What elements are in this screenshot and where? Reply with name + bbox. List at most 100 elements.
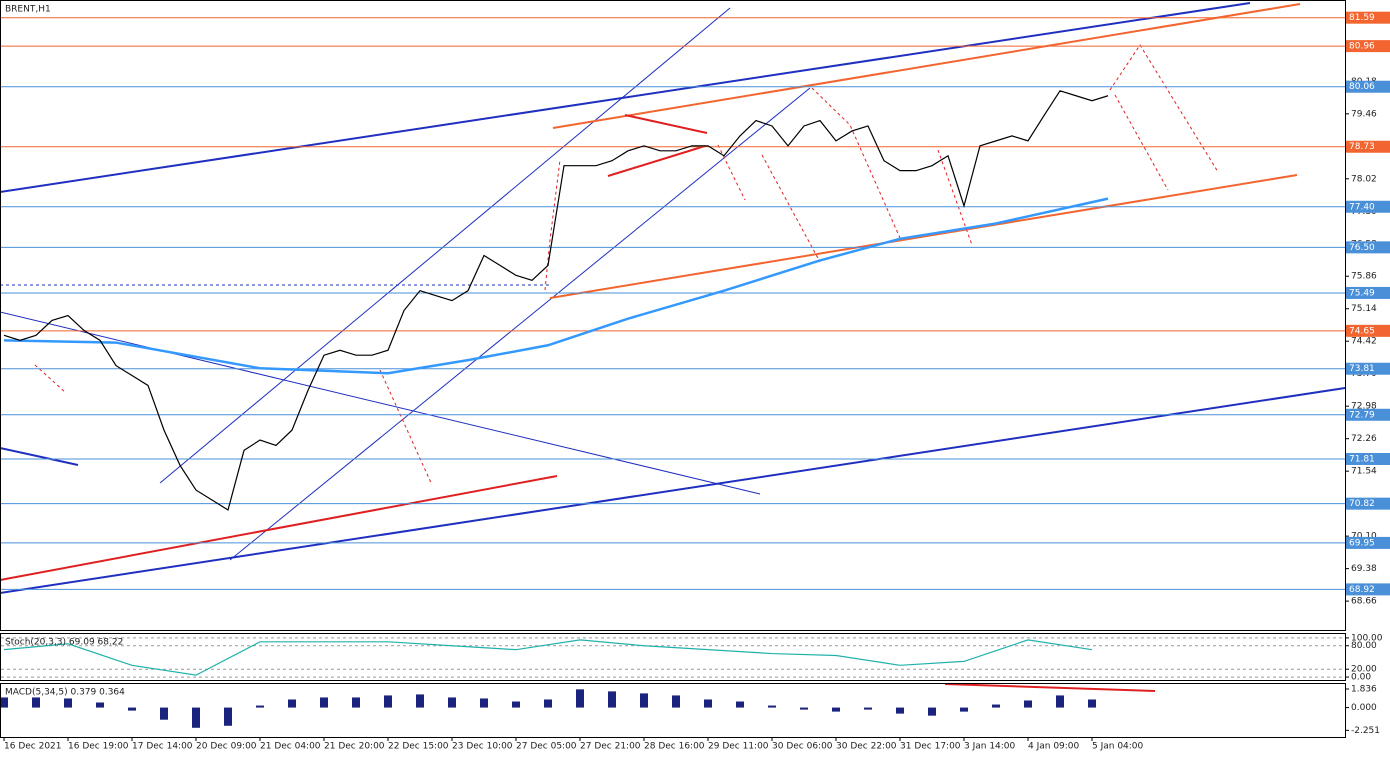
macd-bar (864, 707, 872, 710)
data-layer: 80.1879.4678.7478.0277.3076.5875.8675.14… (0, 11, 1390, 752)
y-tick-label: 68.66 (1351, 597, 1377, 607)
price-line (3, 90, 1109, 511)
forecast-arrow (544, 159, 561, 291)
level-label: 80.06 (1349, 82, 1375, 92)
price-frame (0, 0, 1346, 631)
forecast-arrow (761, 154, 821, 263)
x-tick-label: 21 Dec 20:00 (324, 742, 385, 752)
channel-line (549, 174, 1298, 299)
macd-bar (800, 707, 808, 710)
level-label: 76.50 (1349, 243, 1375, 253)
level-label: 69.95 (1349, 538, 1375, 548)
triangle-line (607, 145, 706, 177)
macd-bar (704, 699, 712, 708)
macd-bar (672, 695, 680, 708)
macd-bar (1056, 695, 1064, 708)
macd-bar (288, 699, 296, 708)
macd-divergence (944, 683, 1156, 692)
macd-bar (768, 705, 776, 708)
x-tick-label: 30 Dec 06:00 (772, 742, 833, 752)
macd-bar (960, 707, 968, 712)
forecast-arrow (1114, 94, 1169, 191)
level-label-box (1346, 241, 1390, 254)
macd-bar (576, 689, 584, 708)
x-tick-label: 5 Jan 04:00 (1092, 742, 1144, 752)
x-tick-label: 4 Jan 09:00 (1028, 742, 1080, 752)
x-tick-label: 31 Dec 17:00 (900, 742, 961, 752)
x-tick-label: 30 Dec 22:00 (836, 742, 897, 752)
level-label-box (1346, 140, 1390, 153)
level-label: 80.96 (1349, 42, 1375, 52)
y-tick-label: 80.00 (1351, 641, 1377, 651)
y-tick-label: 70.10 (1351, 532, 1377, 542)
level-label-box (1346, 200, 1390, 213)
x-tick-label: 21 Dec 04:00 (260, 742, 321, 752)
indicator-title: MACD(5,34,5) 0.379 0.364 (5, 688, 125, 698)
macd-bar (0, 697, 8, 708)
macd-bar (608, 691, 616, 708)
x-tick-label: 27 Dec 21:00 (580, 742, 641, 752)
macd-bar (1088, 699, 1096, 708)
x-tick-label: 16 Dec 19:00 (68, 742, 129, 752)
y-tick-label: 72.26 (1351, 434, 1377, 444)
macd-bar (64, 698, 72, 708)
forecast-arrow (34, 364, 66, 393)
trend-line (0, 311, 761, 495)
channel-line (229, 87, 811, 561)
macd-bar (384, 695, 392, 708)
y-tick-label: -2.251 (1351, 726, 1380, 736)
level-label-box (1346, 497, 1390, 510)
level-label-box (1346, 536, 1390, 549)
level-label-box (1346, 324, 1390, 337)
macd-bar (352, 697, 360, 708)
macd-bar (160, 707, 168, 720)
level-label-box (1346, 362, 1390, 375)
level-label: 70.82 (1349, 499, 1375, 509)
macd-bar (736, 701, 744, 708)
frames (0, 0, 1346, 738)
y-tick-label: 78.02 (1351, 174, 1377, 184)
macd-bar (320, 697, 328, 708)
level-label: 75.49 (1349, 288, 1375, 298)
y-tick-label: 0.00 (1351, 673, 1371, 683)
macd-bar (832, 707, 840, 712)
macd-bar (480, 698, 488, 708)
price-line (3, 639, 1093, 676)
y-tick-label: 100.00 (1351, 633, 1383, 643)
x-tick-label: 20 Dec 09:00 (196, 742, 257, 752)
y-tick-label: 0.000 (1351, 703, 1377, 713)
triangle-line (624, 114, 708, 134)
y-tick-label: 75.86 (1351, 272, 1377, 282)
drawn-objects (0, 2, 1346, 692)
level-label-box (1346, 452, 1390, 465)
level-label: 71.81 (1349, 454, 1375, 464)
y-tick-label: 72.98 (1351, 402, 1377, 412)
forecast-arrow (1109, 44, 1219, 173)
y-tick-label: 20.00 (1351, 665, 1377, 675)
macd-bar (128, 707, 136, 711)
trend-line (0, 447, 79, 466)
indicator-title: Stoch(20,3,3) 69.09 68.22 (5, 638, 123, 648)
level-label-box (1346, 80, 1390, 93)
macd-bar (192, 707, 200, 728)
trend-line (0, 387, 1346, 594)
level-label: 68.92 (1349, 585, 1375, 595)
forecast-arrow (717, 144, 746, 201)
level-label-box (1346, 11, 1390, 24)
macd-bar (544, 699, 552, 708)
macd-bar (512, 701, 520, 708)
macd-frame (0, 683, 1346, 738)
macd-bar (1024, 700, 1032, 708)
level-label: 77.40 (1349, 202, 1375, 212)
y-tick-label: 71.54 (1351, 467, 1377, 477)
x-tick-label: 22 Dec 15:00 (388, 742, 449, 752)
x-tick-label: 23 Dec 10:00 (452, 742, 513, 752)
y-tick-label: 74.42 (1351, 337, 1377, 347)
trend-line (0, 475, 558, 581)
level-label: 74.65 (1349, 326, 1375, 336)
level-label-box (1346, 286, 1390, 299)
level-label: 81.59 (1349, 13, 1375, 23)
moving-average (3, 197, 1109, 375)
